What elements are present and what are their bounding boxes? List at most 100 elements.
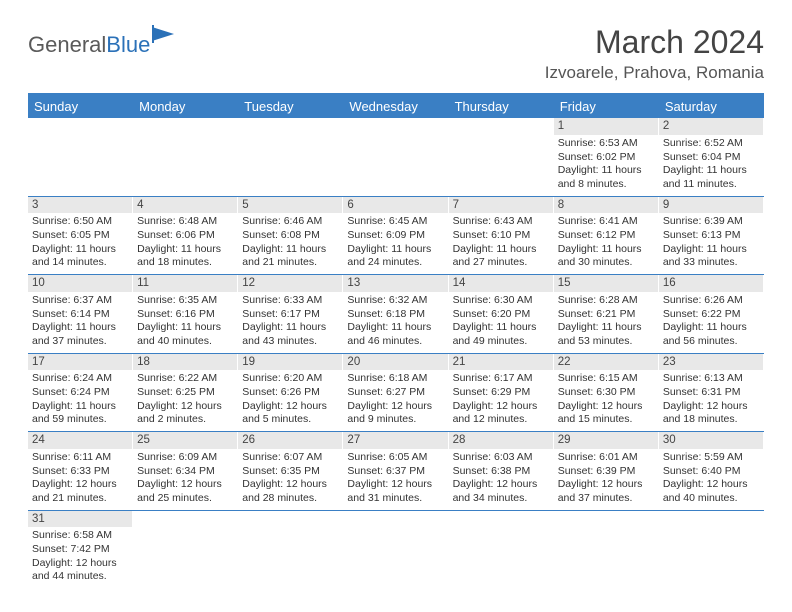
day-content: Sunrise: 6:07 AMSunset: 6:35 PMDaylight:… (238, 449, 342, 510)
sunrise-text: Sunrise: 6:07 AM (242, 451, 338, 465)
day-cell (343, 511, 448, 589)
day-cell (238, 118, 343, 196)
sunrise-text: Sunrise: 6:52 AM (663, 137, 759, 151)
day-content: Sunrise: 6:03 AMSunset: 6:38 PMDaylight:… (449, 449, 553, 510)
sunset-text: Sunset: 6:16 PM (137, 308, 233, 322)
day-cell: 15 Sunrise: 6:28 AMSunset: 6:21 PMDayligh… (554, 275, 659, 353)
day-content: Sunrise: 6:26 AMSunset: 6:22 PMDaylight:… (659, 292, 763, 353)
day-content: Sunrise: 6:35 AMSunset: 6:16 PMDaylight:… (133, 292, 237, 353)
sunset-text: Sunset: 6:40 PM (663, 465, 759, 479)
day-content: Sunrise: 6:13 AMSunset: 6:31 PMDaylight:… (659, 370, 763, 431)
sunset-text: Sunset: 6:08 PM (242, 229, 338, 243)
sunrise-text: Sunrise: 6:17 AM (453, 372, 549, 386)
day-cell (554, 511, 659, 589)
sunset-text: Sunset: 6:06 PM (137, 229, 233, 243)
day-cell: 8Sunrise: 6:41 AMSunset: 6:12 PMDaylight… (554, 197, 659, 275)
daylight-text: Daylight: 11 hours and 8 minutes. (558, 164, 654, 191)
daylight-text: Daylight: 11 hours and 53 minutes. (558, 321, 654, 348)
day-number: 30 (659, 432, 763, 449)
daylight-text: Daylight: 11 hours and 59 minutes. (32, 400, 128, 427)
day-content: Sunrise: 6:33 AMSunset: 6:17 PMDaylight:… (238, 292, 342, 353)
day-number: 20 (343, 354, 447, 371)
logo-text-blue: Blue (106, 32, 150, 57)
daylight-text: Daylight: 12 hours and 15 minutes. (558, 400, 654, 427)
sunset-text: Sunset: 6:17 PM (242, 308, 338, 322)
day-content: Sunrise: 6:22 AMSunset: 6:25 PMDaylight:… (133, 370, 237, 431)
day-cell (659, 511, 764, 589)
day-content: Sunrise: 6:52 AMSunset: 6:04 PMDaylight:… (659, 135, 763, 196)
daylight-text: Daylight: 11 hours and 49 minutes. (453, 321, 549, 348)
daylight-text: Daylight: 11 hours and 40 minutes. (137, 321, 233, 348)
weekday-label: Friday (554, 95, 659, 118)
day-number (449, 118, 553, 135)
daylight-text: Daylight: 12 hours and 34 minutes. (453, 478, 549, 505)
day-cell: 18Sunrise: 6:22 AMSunset: 6:25 PMDayligh… (133, 354, 238, 432)
daylight-text: Daylight: 11 hours and 33 minutes. (663, 243, 759, 270)
day-content: Sunrise: 6:48 AMSunset: 6:06 PMDaylight:… (133, 213, 237, 274)
daylight-text: Daylight: 11 hours and 46 minutes. (347, 321, 443, 348)
title-block: March 2024 Izvoarele, Prahova, Romania (545, 24, 764, 83)
day-number (238, 118, 342, 135)
day-cell: 26Sunrise: 6:07 AMSunset: 6:35 PMDayligh… (238, 432, 343, 510)
sunrise-text: Sunrise: 6:50 AM (32, 215, 128, 229)
sunrise-text: Sunrise: 6:39 AM (663, 215, 759, 229)
day-cell: 17Sunrise: 6:24 AMSunset: 6:24 PMDayligh… (28, 354, 133, 432)
day-number: 9 (659, 197, 763, 214)
daylight-text: Daylight: 12 hours and 12 minutes. (453, 400, 549, 427)
day-number: 3 (28, 197, 132, 214)
header: GeneralBlue March 2024 Izvoarele, Prahov… (28, 24, 764, 83)
sunset-text: Sunset: 6:38 PM (453, 465, 549, 479)
sunrise-text: Sunrise: 6:18 AM (347, 372, 443, 386)
sunset-text: Sunset: 6:14 PM (32, 308, 128, 322)
day-content: Sunrise: 6:09 AMSunset: 6:34 PMDaylight:… (133, 449, 237, 510)
day-cell: 31Sunrise: 6:58 AMSunset: 7:42 PMDayligh… (28, 511, 133, 589)
month-title: March 2024 (545, 24, 764, 61)
day-number: 15 (554, 275, 658, 292)
sunrise-text: Sunrise: 6:03 AM (453, 451, 549, 465)
sunset-text: Sunset: 6:21 PM (558, 308, 654, 322)
day-content: Sunrise: 6:43 AMSunset: 6:10 PMDaylight:… (449, 213, 553, 274)
week-row: 1Sunrise: 6:53 AMSunset: 6:02 PMDaylight… (28, 118, 764, 197)
day-number: 12 (238, 275, 342, 292)
day-content: Sunrise: 6:17 AMSunset: 6:29 PMDaylight:… (449, 370, 553, 431)
sunrise-text: Sunrise: 6:45 AM (347, 215, 443, 229)
day-number: 24 (28, 432, 132, 449)
sunset-text: Sunset: 6:33 PM (32, 465, 128, 479)
day-cell: 5Sunrise: 6:46 AMSunset: 6:08 PMDaylight… (238, 197, 343, 275)
sunrise-text: Sunrise: 6:22 AM (137, 372, 233, 386)
day-cell: 30Sunrise: 5:59 AMSunset: 6:40 PMDayligh… (659, 432, 764, 510)
weekday-label: Tuesday (238, 95, 343, 118)
day-number: 16 (659, 275, 763, 292)
daylight-text: Daylight: 12 hours and 18 minutes. (663, 400, 759, 427)
day-number: 7 (449, 197, 553, 214)
day-cell: 24Sunrise: 6:11 AMSunset: 6:33 PMDayligh… (28, 432, 133, 510)
week-row: 24Sunrise: 6:11 AMSunset: 6:33 PMDayligh… (28, 432, 764, 511)
day-cell: 22Sunrise: 6:15 AMSunset: 6:30 PMDayligh… (554, 354, 659, 432)
daylight-text: Daylight: 12 hours and 44 minutes. (32, 557, 128, 584)
day-number: 28 (449, 432, 553, 449)
daylight-text: Daylight: 12 hours and 21 minutes. (32, 478, 128, 505)
day-cell: 25Sunrise: 6:09 AMSunset: 6:34 PMDayligh… (133, 432, 238, 510)
week-row: 3Sunrise: 6:50 AMSunset: 6:05 PMDaylight… (28, 197, 764, 276)
day-number: 1 (554, 118, 658, 135)
day-content: Sunrise: 6:39 AMSunset: 6:13 PMDaylight:… (659, 213, 763, 274)
day-cell: 9Sunrise: 6:39 AMSunset: 6:13 PMDaylight… (659, 197, 764, 275)
weekday-label: Wednesday (343, 95, 448, 118)
day-content: Sunrise: 6:50 AMSunset: 6:05 PMDaylight:… (28, 213, 132, 274)
day-number: 26 (238, 432, 342, 449)
day-content: Sunrise: 5:59 AMSunset: 6:40 PMDaylight:… (659, 449, 763, 510)
daylight-text: Daylight: 11 hours and 27 minutes. (453, 243, 549, 270)
day-content: Sunrise: 6:30 AMSunset: 6:20 PMDaylight:… (449, 292, 553, 353)
sunset-text: Sunset: 6:39 PM (558, 465, 654, 479)
day-number: 2 (659, 118, 763, 135)
sunrise-text: Sunrise: 6:48 AM (137, 215, 233, 229)
sunset-text: Sunset: 6:04 PM (663, 151, 759, 165)
day-content: Sunrise: 6:11 AMSunset: 6:33 PMDaylight:… (28, 449, 132, 510)
day-number: 18 (133, 354, 237, 371)
day-content: Sunrise: 6:58 AMSunset: 7:42 PMDaylight:… (28, 527, 132, 588)
sunrise-text: Sunrise: 6:28 AM (558, 294, 654, 308)
sunrise-text: Sunrise: 6:58 AM (32, 529, 128, 543)
day-number: 17 (28, 354, 132, 371)
sunset-text: Sunset: 6:12 PM (558, 229, 654, 243)
day-number: 21 (449, 354, 553, 371)
